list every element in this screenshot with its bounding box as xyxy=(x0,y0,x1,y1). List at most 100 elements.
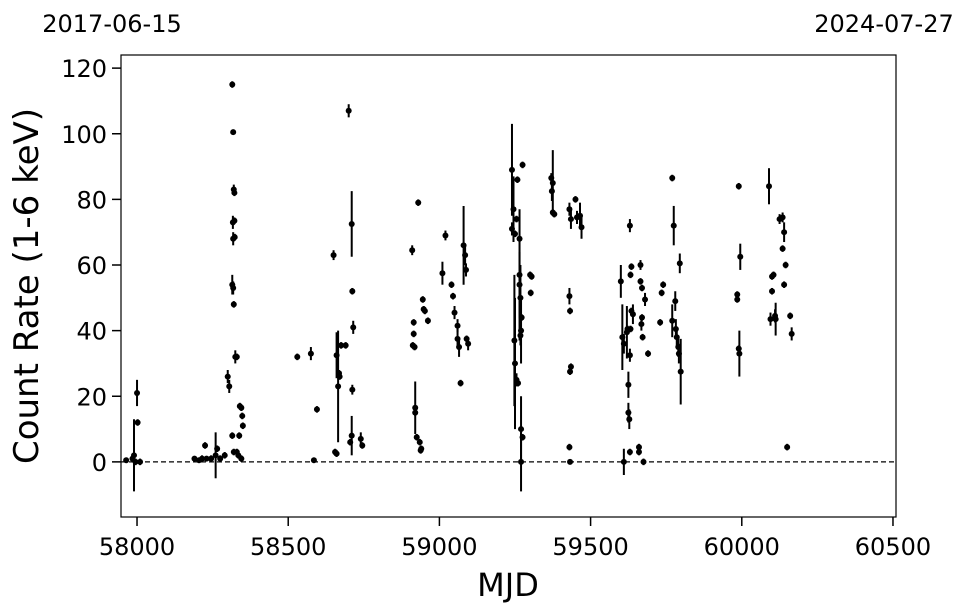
x-tick-label: 60500 xyxy=(855,533,931,561)
data-point xyxy=(310,457,317,464)
data-point xyxy=(669,317,676,324)
data-point xyxy=(451,309,458,316)
data-point xyxy=(123,457,130,464)
data-point xyxy=(418,445,425,452)
data-point xyxy=(779,214,786,221)
y-tick-label: 20 xyxy=(76,383,107,411)
data-point xyxy=(421,307,428,314)
y-tick-label: 0 xyxy=(92,449,107,477)
data-point xyxy=(737,253,744,260)
data-point xyxy=(439,270,446,277)
data-point xyxy=(784,444,791,451)
data-point xyxy=(350,324,357,331)
data-point xyxy=(415,199,422,206)
data-point xyxy=(788,330,795,337)
data-point xyxy=(551,211,558,218)
data-point xyxy=(231,217,238,224)
data-point xyxy=(676,260,683,267)
data-point xyxy=(338,342,345,349)
data-point xyxy=(639,284,646,291)
data-point xyxy=(512,360,519,367)
data-point xyxy=(626,449,633,456)
x-tick-label: 59500 xyxy=(552,533,628,561)
y-tick-label: 40 xyxy=(76,318,107,346)
data-point xyxy=(336,373,343,380)
data-point xyxy=(191,455,198,462)
data-point xyxy=(221,452,228,459)
data-point xyxy=(347,439,354,446)
data-point xyxy=(637,262,644,268)
data-point xyxy=(512,230,519,237)
data-point xyxy=(567,363,574,370)
data-point xyxy=(640,458,647,465)
y-axis-label: Count Rate (1-6 keV) xyxy=(7,108,47,464)
data-point xyxy=(515,380,522,387)
data-point xyxy=(781,229,788,236)
data-point xyxy=(349,386,356,393)
data-point xyxy=(231,189,238,196)
data-point xyxy=(566,444,573,451)
data-point xyxy=(409,247,416,254)
data-point xyxy=(772,316,779,323)
data-point xyxy=(199,455,206,462)
data-point xyxy=(236,432,243,439)
data-point xyxy=(508,225,515,232)
data-point xyxy=(669,175,676,182)
data-point xyxy=(767,316,774,323)
x-tick-label: 59000 xyxy=(401,533,477,561)
data-point xyxy=(411,344,418,351)
data-point xyxy=(779,245,786,252)
data-point xyxy=(645,350,652,357)
data-point xyxy=(229,81,236,88)
data-point xyxy=(450,293,457,300)
data-point xyxy=(639,334,646,341)
data-point xyxy=(670,222,677,229)
data-point xyxy=(212,452,219,459)
data-point xyxy=(208,455,215,462)
data-point xyxy=(528,273,535,280)
data-point xyxy=(307,350,314,357)
data-point xyxy=(132,458,139,465)
data-point xyxy=(510,206,517,213)
data-point xyxy=(567,216,574,223)
top-right-label: 2024-07-27 xyxy=(814,10,953,38)
data-point xyxy=(770,271,777,278)
data-point xyxy=(217,455,224,462)
data-point xyxy=(330,252,337,259)
data-point xyxy=(229,432,236,439)
y-tick-label: 120 xyxy=(61,55,107,83)
data-point xyxy=(348,220,355,227)
data-point xyxy=(787,312,794,319)
data-point xyxy=(635,449,642,456)
data-point xyxy=(203,455,210,462)
data-point xyxy=(734,296,741,303)
data-point xyxy=(231,234,238,241)
data-point xyxy=(517,332,524,339)
data-point xyxy=(419,296,426,303)
data-point xyxy=(226,383,233,390)
data-point xyxy=(672,298,679,305)
data-point xyxy=(658,289,665,296)
data-point xyxy=(335,383,342,390)
data-point xyxy=(567,458,574,465)
data-point xyxy=(448,281,455,288)
x-axis-label: MJD xyxy=(477,566,539,604)
data-point xyxy=(137,458,144,465)
data-point xyxy=(642,296,649,303)
x-tick-label: 58500 xyxy=(250,533,326,561)
data-point xyxy=(625,381,632,388)
data-point xyxy=(677,368,684,375)
data-point xyxy=(456,344,463,351)
data-point xyxy=(413,434,420,441)
data-point xyxy=(628,263,635,270)
data-point xyxy=(769,288,776,295)
data-point xyxy=(620,340,627,347)
data-point xyxy=(567,307,574,314)
data-point xyxy=(635,444,642,451)
data-point xyxy=(134,389,141,396)
data-point xyxy=(657,319,664,326)
data-point xyxy=(230,129,237,136)
data-point xyxy=(629,311,636,318)
data-point xyxy=(518,426,525,433)
data-point xyxy=(508,166,515,173)
